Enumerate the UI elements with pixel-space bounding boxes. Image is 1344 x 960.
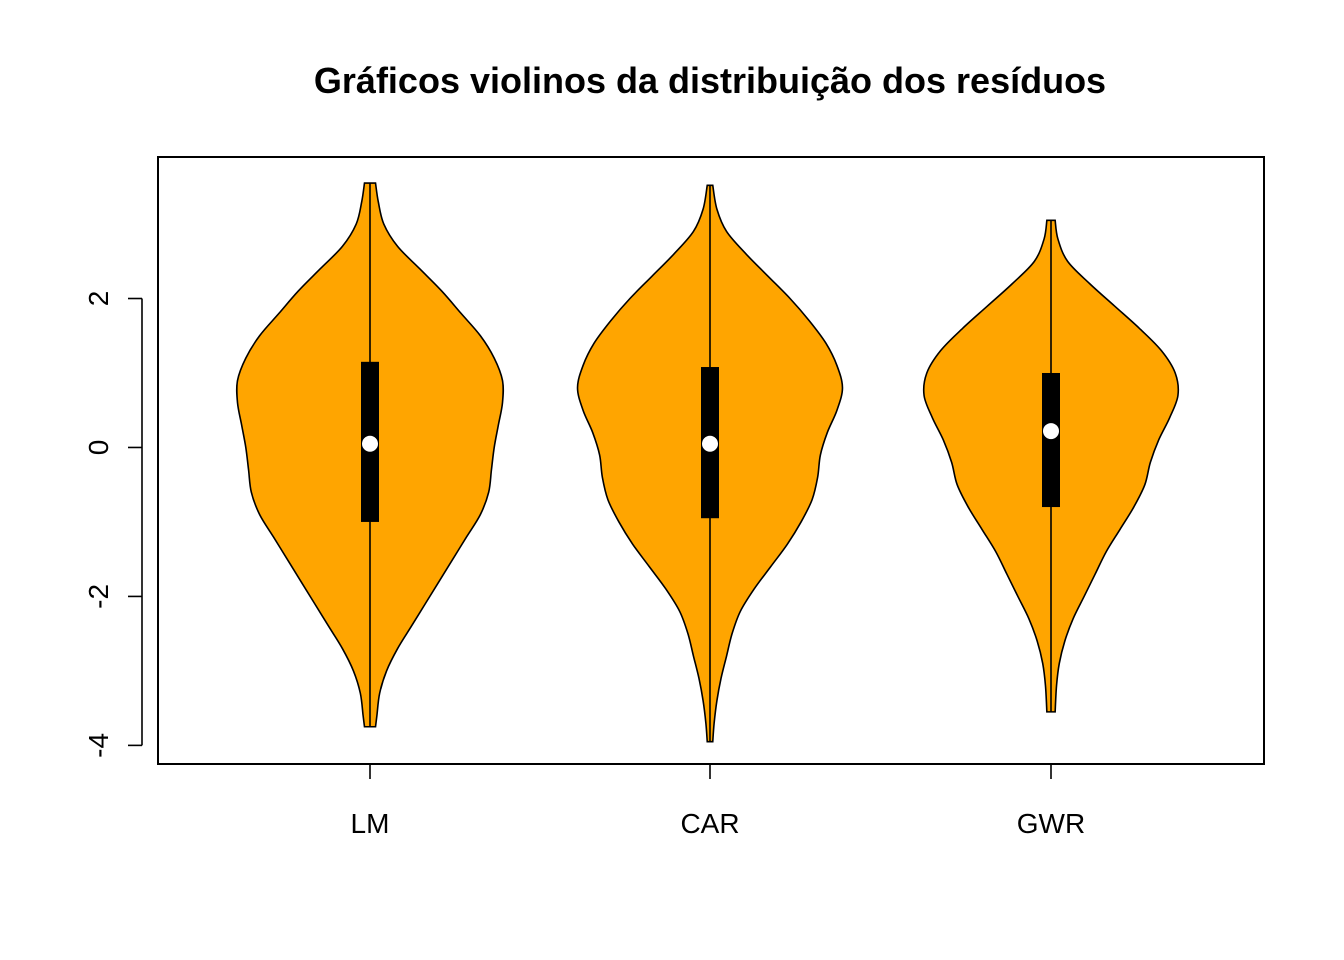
violin-median-point [1043, 423, 1059, 440]
y-tick-label: 0 [83, 440, 114, 456]
chart-title: Gráficos violinos da distribuição dos re… [314, 60, 1106, 101]
y-tick-label: 2 [83, 291, 114, 307]
x-axis: LM CAR GWR [351, 764, 1085, 839]
x-tick-label-lm: LM [351, 808, 390, 839]
violin-car [576, 184, 844, 743]
x-tick-label-car: CAR [680, 808, 739, 839]
violin-median-point [702, 435, 718, 452]
violin-iqr-box [1042, 372, 1060, 508]
x-tick-label-gwr: GWR [1017, 808, 1085, 839]
violin-lm [235, 182, 505, 728]
violin-median-point [362, 435, 378, 452]
y-tick-label: -2 [83, 584, 114, 609]
y-tick-label: -4 [83, 733, 114, 758]
violins-layer [235, 182, 1180, 743]
violin-gwr [922, 219, 1180, 713]
plot-frame [157, 156, 1265, 765]
y-axis: -4 -2 0 2 [83, 291, 143, 758]
